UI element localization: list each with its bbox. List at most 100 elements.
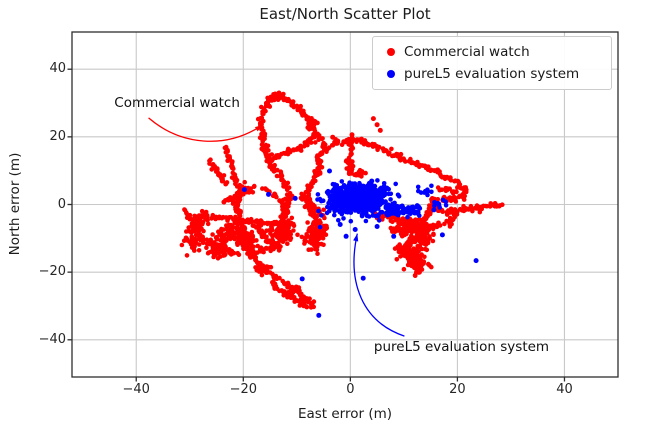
data-point: [213, 216, 218, 222]
data-point: [457, 193, 463, 199]
data-point: [179, 242, 185, 248]
data-point: [339, 192, 345, 198]
data-point: [267, 153, 272, 158]
data-point: [334, 201, 340, 207]
data-point: [189, 236, 195, 242]
data-point: [316, 229, 322, 234]
data-point: [275, 167, 280, 173]
data-point: [375, 178, 380, 183]
data-point: [214, 235, 219, 240]
data-point: [280, 289, 286, 295]
data-point: [299, 234, 305, 240]
data-point: [452, 178, 457, 184]
data-point: [307, 127, 312, 132]
data-point: [274, 194, 279, 200]
data-point: [222, 244, 228, 249]
annotation-arrow-purel5-evaluation-system: [353, 233, 405, 337]
data-point: [357, 167, 363, 173]
data-point: [419, 267, 425, 272]
data-point: [384, 148, 389, 154]
data-point: [283, 230, 288, 236]
data-point: [414, 259, 420, 265]
data-point: [400, 204, 406, 210]
data-point: [415, 184, 421, 190]
data-point: [348, 218, 354, 224]
data-point: [299, 191, 304, 197]
data-point: [367, 199, 373, 205]
data-point: [307, 188, 312, 193]
data-point: [390, 201, 395, 207]
data-point: [283, 151, 288, 156]
x-tick-label: −40: [122, 382, 150, 397]
data-point: [342, 202, 348, 207]
data-point: [207, 161, 212, 166]
data-point: [396, 194, 402, 199]
data-point: [400, 250, 405, 256]
data-point: [271, 279, 276, 285]
data-point: [325, 204, 330, 210]
data-point: [410, 229, 415, 234]
data-point: [402, 231, 407, 237]
data-point: [295, 232, 300, 238]
data-point: [319, 241, 324, 247]
data-point: [254, 238, 259, 243]
data-point: [273, 283, 278, 289]
data-point: [436, 203, 442, 208]
data-point: [419, 246, 425, 252]
data-point: [360, 275, 366, 281]
data-point: [426, 164, 431, 169]
data-point: [210, 232, 215, 237]
legend-entry-commercial-watch: Commercial watch: [383, 41, 611, 63]
data-point: [401, 208, 406, 214]
data-point: [392, 246, 398, 251]
data-point: [196, 220, 201, 225]
data-point: [409, 225, 414, 231]
data-point: [232, 220, 237, 226]
data-point: [303, 189, 309, 195]
data-point: [313, 245, 318, 250]
data-point: [184, 253, 190, 258]
data-point: [292, 195, 298, 201]
data-point: [412, 239, 418, 245]
data-point: [230, 201, 236, 206]
data-point: [379, 210, 385, 215]
data-point: [223, 149, 229, 155]
data-point: [292, 299, 298, 304]
data-point: [391, 233, 397, 239]
data-point: [386, 186, 392, 192]
y-tick-label: 0: [57, 196, 66, 212]
data-point: [339, 211, 345, 217]
data-point: [348, 147, 354, 153]
data-point: [422, 163, 428, 169]
data-point: [319, 151, 325, 156]
data-point: [315, 251, 320, 256]
data-point: [435, 170, 441, 175]
data-point: [251, 254, 256, 259]
data-point: [412, 272, 418, 278]
data-point: [352, 208, 358, 213]
data-point: [361, 141, 367, 147]
data-point: [227, 215, 232, 220]
data-point: [398, 219, 403, 225]
data-point: [446, 175, 452, 181]
data-point: [301, 196, 306, 202]
data-point: [369, 178, 374, 184]
data-point: [286, 146, 291, 152]
data-point: [370, 209, 375, 214]
data-point: [295, 286, 301, 292]
data-point: [353, 171, 359, 177]
data-point: [223, 215, 228, 220]
data-point: [205, 217, 210, 223]
data-point: [328, 205, 334, 211]
data-point: [368, 189, 374, 194]
data-point: [275, 226, 280, 232]
data-point: [322, 215, 327, 221]
data-point: [356, 191, 361, 196]
data-point: [388, 191, 394, 197]
legend: Commercial watch pureL5 evaluation syste…: [372, 36, 612, 90]
data-point: [427, 263, 432, 268]
data-point: [313, 119, 318, 124]
data-point: [189, 245, 195, 250]
data-point: [348, 193, 353, 199]
data-point: [351, 197, 357, 203]
